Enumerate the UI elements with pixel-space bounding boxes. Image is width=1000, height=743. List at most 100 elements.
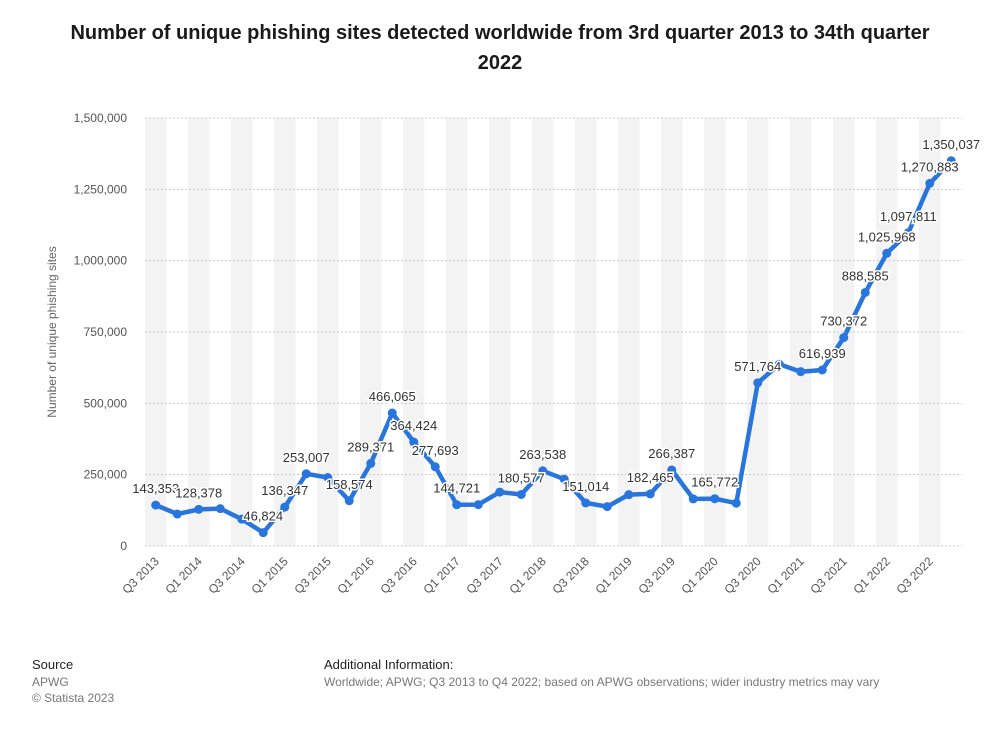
- x-tick-label: Q3 2017: [463, 554, 506, 597]
- y-tick-label: 500,000: [84, 396, 128, 410]
- data-label: 571,764: [734, 359, 781, 374]
- y-tick-label: 1,250,000: [74, 182, 128, 196]
- data-point: [516, 489, 526, 499]
- source-heading: Source: [32, 657, 74, 672]
- x-tick-label: Q1 2014: [162, 554, 205, 597]
- x-tick-label: Q1 2016: [334, 554, 377, 597]
- data-label: 1,350,037: [922, 137, 980, 152]
- data-label: 1,097,811: [880, 209, 937, 224]
- data-label: 730,372: [820, 314, 867, 329]
- x-tick-label: Q1 2019: [592, 554, 635, 597]
- x-tick-label: Q3 2019: [635, 554, 678, 597]
- plot-band: [790, 118, 812, 546]
- x-tick-label: Q3 2013: [119, 554, 162, 597]
- data-label: 1,270,883: [901, 159, 959, 174]
- series-points: [151, 156, 956, 538]
- data-label: 466,065: [369, 389, 416, 404]
- y-tick-label: 0: [120, 539, 127, 553]
- additional-info-text: Worldwide; APWG; Q3 2013 to Q4 2022; bas…: [324, 675, 880, 689]
- data-point: [753, 378, 763, 388]
- x-tick-label: Q1 2015: [248, 554, 291, 597]
- data-point: [538, 466, 548, 476]
- data-point: [688, 494, 698, 504]
- data-label: 136,347: [261, 483, 308, 498]
- data-point: [817, 365, 827, 375]
- data-point: [344, 496, 354, 506]
- data-point: [452, 500, 462, 510]
- data-point: [839, 333, 849, 343]
- x-axis-ticks: Q3 2013 Q1 2014 Q3 2014 Q1 2015 Q3 2015 Q1 20…: [119, 554, 936, 597]
- data-point: [473, 500, 483, 510]
- data-point: [387, 408, 397, 418]
- y-axis-ticks: 0 250,000 500,000 750,000 1,000,000 1,250,000…: [74, 111, 128, 553]
- plot-band: [489, 118, 511, 546]
- y-tick-label: 1,000,000: [74, 254, 128, 268]
- data-label: 165,772: [691, 475, 738, 490]
- y-axis-label: Number of unique phishing sites: [45, 246, 59, 417]
- source-name: APWG: [32, 675, 69, 689]
- data-point: [559, 474, 569, 484]
- data-point: [237, 514, 247, 524]
- plot-band: [145, 118, 167, 546]
- data-label: 182,465: [627, 470, 674, 485]
- data-label: 128,378: [175, 485, 222, 500]
- data-point: [624, 490, 634, 500]
- plot-band: [833, 118, 855, 546]
- data-label: 277,693: [412, 443, 459, 458]
- data-point: [602, 502, 612, 512]
- additional-info-heading: Additional Information:: [324, 657, 454, 672]
- data-label: 289,371: [347, 439, 394, 454]
- data-label: 888,585: [842, 268, 889, 283]
- data-point: [323, 473, 333, 483]
- x-tick-label: Q1 2020: [678, 554, 721, 597]
- data-label: 263,538: [519, 447, 566, 462]
- data-point: [882, 248, 892, 258]
- data-point: [645, 489, 655, 499]
- x-tick-label: Q3 2014: [205, 554, 248, 597]
- x-tick-label: Q3 2016: [377, 554, 420, 597]
- data-point: [194, 504, 204, 514]
- x-tick-label: Q3 2020: [721, 554, 764, 597]
- data-point: [151, 500, 161, 510]
- data-label: 144,721: [433, 481, 480, 496]
- data-point: [495, 487, 505, 497]
- data-point: [301, 469, 311, 479]
- data-point: [581, 498, 591, 508]
- plot-band: [618, 118, 640, 546]
- data-point: [925, 178, 935, 188]
- data-point: [258, 528, 268, 538]
- y-tick-label: 750,000: [84, 325, 128, 339]
- plot-band: [317, 118, 339, 546]
- plot-band: [661, 118, 683, 546]
- copyright-text: © Statista 2023: [32, 691, 115, 705]
- line-chart: 0 250,000 500,000 750,000 1,000,000 1,250,000…: [45, 111, 982, 597]
- y-tick-label: 250,000: [84, 468, 128, 482]
- plot-band: [446, 118, 468, 546]
- data-point: [430, 462, 440, 472]
- data-label: 266,387: [648, 446, 695, 461]
- data-point: [215, 504, 225, 514]
- data-label: 364,424: [390, 418, 437, 433]
- data-point: [903, 228, 913, 238]
- data-point: [280, 502, 290, 512]
- data-label: 158,574: [326, 477, 373, 492]
- chart-title: Number of unique phishing sites detected…: [70, 22, 930, 74]
- data-label: 143,353: [132, 481, 179, 496]
- data-label: 151,014: [562, 479, 609, 494]
- data-point: [667, 465, 677, 475]
- x-tick-label: Q1 2017: [420, 554, 463, 597]
- data-point: [796, 367, 806, 377]
- x-tick-label: Q1 2021: [764, 554, 807, 597]
- data-point: [366, 458, 376, 468]
- data-label: 253,007: [283, 450, 330, 465]
- x-tick-label: Q3 2018: [549, 554, 592, 597]
- x-tick-label: Q1 2022: [850, 554, 893, 597]
- y-tick-label: 1,500,000: [74, 111, 128, 125]
- x-tick-label: Q3 2022: [893, 554, 936, 597]
- data-label: 180,577: [498, 470, 545, 485]
- data-point: [946, 156, 956, 166]
- data-point: [409, 437, 419, 447]
- x-tick-label: Q3 2015: [291, 554, 334, 597]
- data-label: 46,824: [243, 509, 283, 524]
